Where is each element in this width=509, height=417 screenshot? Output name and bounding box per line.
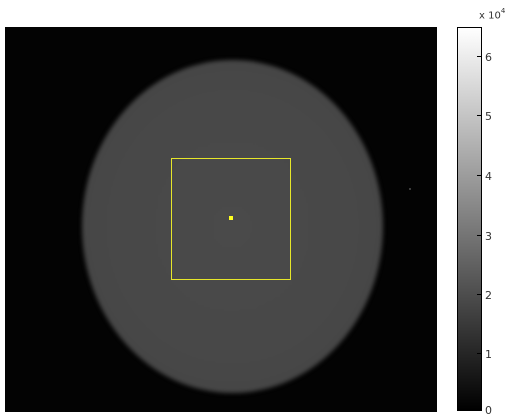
roi-rectangle[interactable]	[171, 158, 291, 280]
colorbar-exponent: x 104	[479, 7, 506, 22]
image-view[interactable]	[5, 27, 437, 412]
colorbar-tick-label: 1	[485, 348, 492, 361]
colorbar-tick-label: 2	[485, 289, 492, 302]
colorbar-tick-label: 3	[485, 230, 492, 243]
phantom-disk	[82, 60, 383, 393]
colorbar	[457, 27, 482, 411]
colorbar-tick	[477, 353, 482, 354]
colorbar-tick	[477, 115, 482, 116]
colorbar-exponent-power: 4	[500, 7, 506, 15]
colorbar-tick-label: 0	[485, 404, 492, 417]
colorbar-tick-label: 4	[485, 170, 492, 183]
colorbar-tick-label: 6	[485, 51, 492, 64]
colorbar-tick	[477, 235, 482, 236]
roi-center-marker[interactable]	[229, 216, 233, 220]
colorbar-tick	[477, 56, 482, 57]
colorbar-tick	[477, 175, 482, 176]
colorbar-tick-label: 5	[485, 110, 492, 123]
colorbar-exponent-base: x 10	[479, 10, 501, 22]
colorbar-tick	[477, 294, 482, 295]
image-speck	[409, 188, 411, 190]
